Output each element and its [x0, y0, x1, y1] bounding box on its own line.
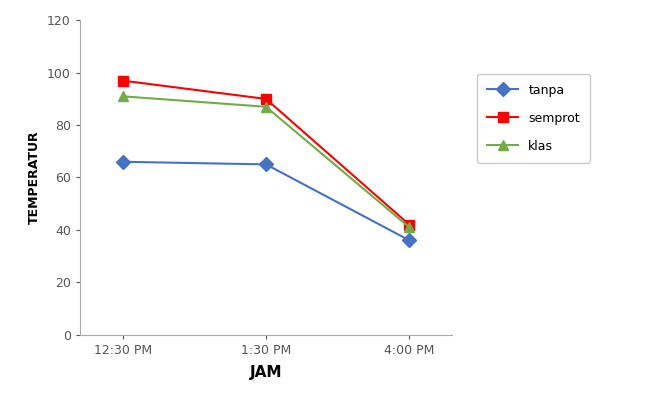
Line: tanpa: tanpa: [118, 157, 414, 245]
klas: [262, 104, 270, 109]
klas: [405, 225, 413, 230]
tanpa: [119, 160, 127, 164]
X-axis label: JAM: JAM: [250, 365, 282, 380]
klas: [119, 94, 127, 99]
semprot: [119, 78, 127, 83]
semprot: [405, 222, 413, 227]
Line: semprot: semprot: [118, 76, 414, 229]
tanpa: [405, 238, 413, 243]
Line: klas: klas: [118, 91, 414, 232]
Y-axis label: TEMPERATUR: TEMPERATUR: [29, 131, 41, 224]
semprot: [262, 97, 270, 102]
tanpa: [262, 162, 270, 167]
Legend: tanpa, semprot, klas: tanpa, semprot, klas: [477, 74, 590, 163]
